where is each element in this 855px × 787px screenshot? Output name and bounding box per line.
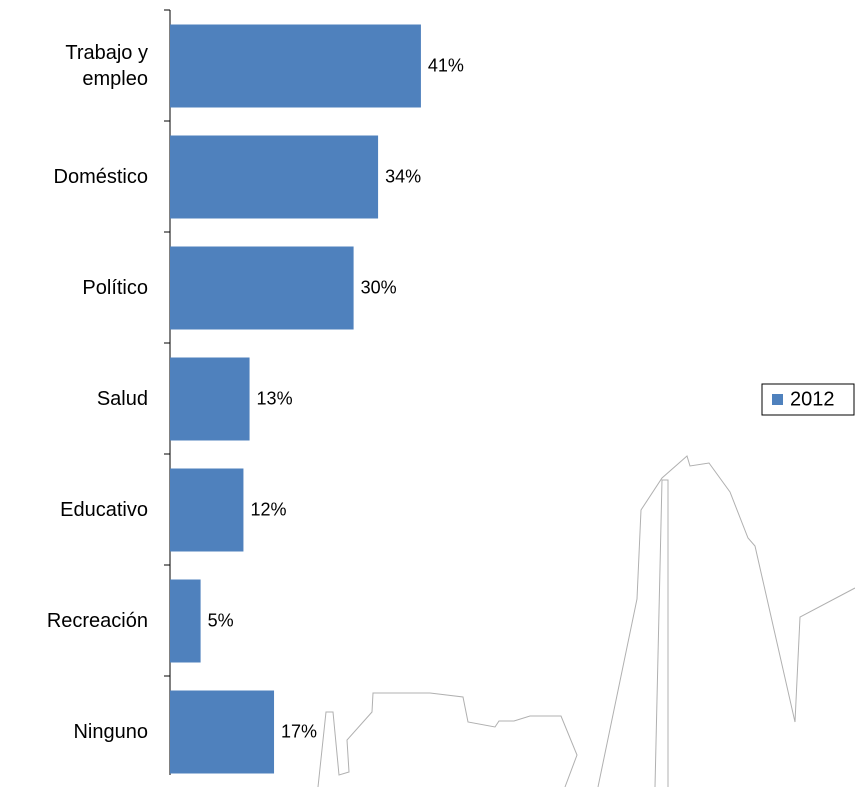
legend-swatch: [772, 394, 783, 405]
y-tick-label: Trabajo y empleo: [65, 41, 148, 90]
data-label: 34%: [385, 166, 421, 186]
data-label: 13%: [257, 388, 293, 408]
data-label: 30%: [361, 277, 397, 297]
data-label: 41%: [428, 55, 464, 75]
y-tick-label: Político: [82, 276, 148, 299]
bar: [170, 135, 379, 219]
y-tick-label: Doméstico: [53, 165, 148, 188]
legend: 2012: [761, 383, 855, 416]
background-sketch: [317, 692, 578, 787]
bar: [170, 468, 244, 552]
data-label: 17%: [281, 721, 317, 741]
y-tick-label: Educativo: [60, 498, 148, 521]
bar: [170, 246, 354, 330]
bar: [170, 357, 250, 441]
data-label: 5%: [208, 610, 234, 630]
background-sketch: [654, 479, 669, 787]
bar: [170, 24, 421, 108]
bar: [170, 579, 201, 663]
data-label: 12%: [250, 499, 286, 519]
bar: [170, 690, 275, 774]
background-sketch: [597, 455, 855, 787]
legend-label: 2012: [790, 388, 835, 410]
legend-frame: [761, 383, 855, 416]
y-tick-label: Recreación: [46, 609, 148, 632]
y-tick-label: Ninguno: [73, 720, 148, 743]
plot-area: 41% 34% 30% 13% 12% 5% 17%: [164, 9, 464, 775]
y-tick-label: Salud: [96, 387, 148, 410]
